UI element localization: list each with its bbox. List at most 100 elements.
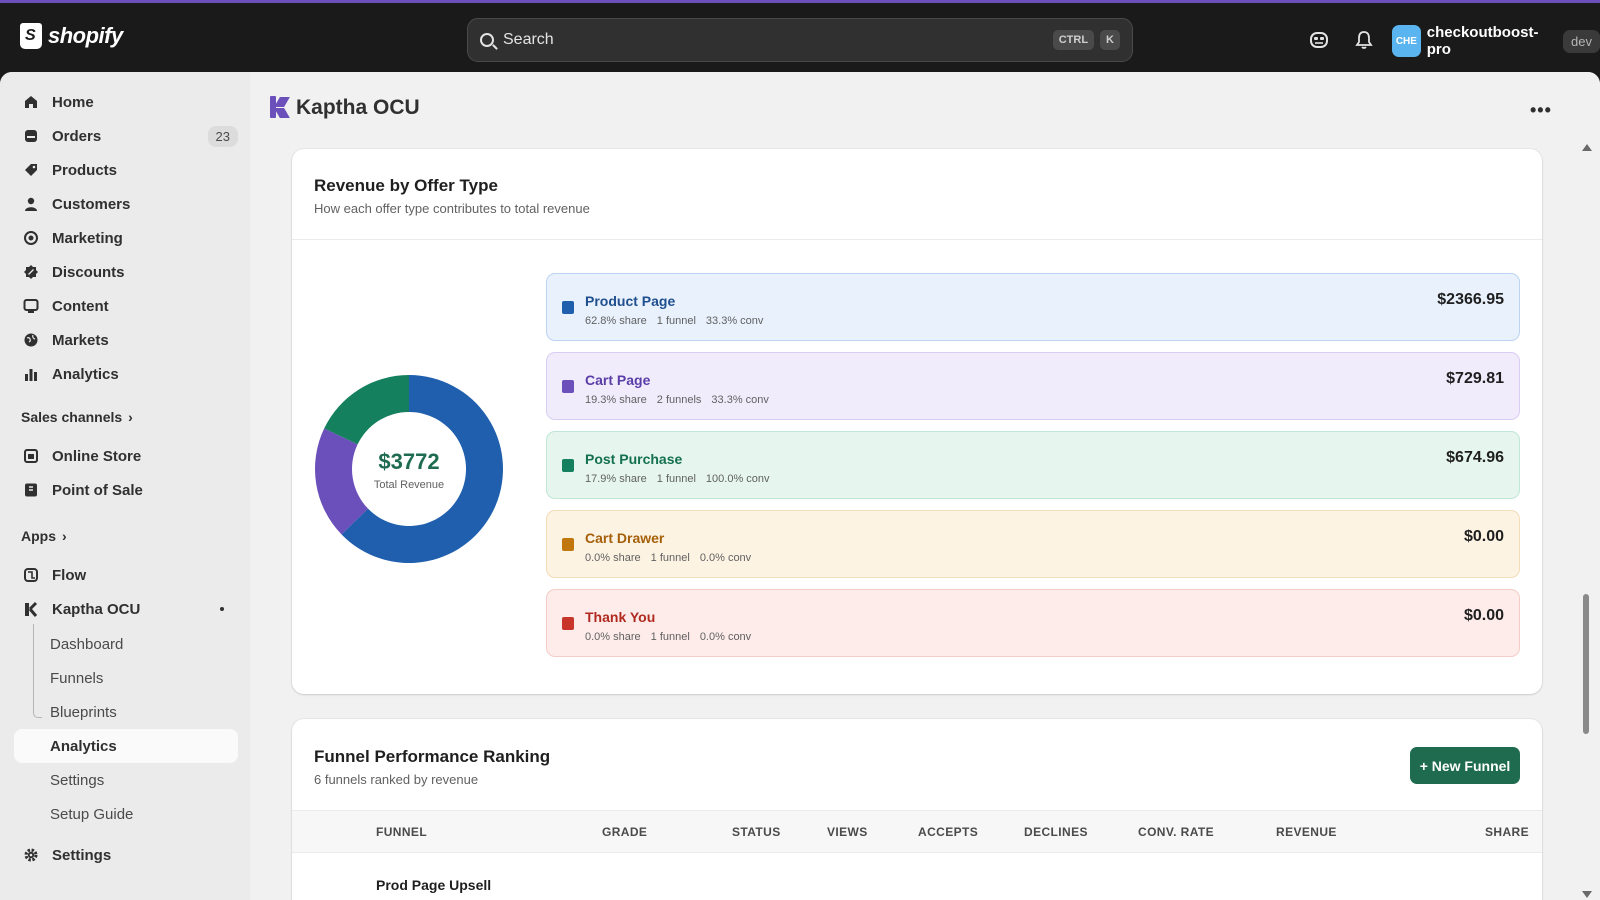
donut-slice-cart-page[interactable] [315,428,369,535]
column-header-accepts[interactable]: ACCEPTS [918,825,979,839]
tree-elbow [33,710,42,718]
discount-icon [24,265,38,279]
column-header-funnel[interactable]: FUNNEL [376,825,428,839]
main-content: Kaptha OCU ••• Revenue by Offer Type How… [250,72,1600,900]
sidebar-item-content[interactable]: Content [14,290,238,322]
column-header-grade[interactable]: GRADE [602,825,648,839]
sidebar-item-analytics[interactable]: Analytics [14,358,238,390]
orders-count-badge: 23 [207,125,238,147]
sidebar-item-flow[interactable]: Flow [14,559,238,591]
apps-heading[interactable]: Apps › [21,528,67,544]
kaptha-icon [25,601,38,617]
card-subtitle: 6 funnels ranked by revenue [314,772,479,787]
donut-center: $3772 Total Revenue [314,449,504,491]
offer-share: 17.9% share [585,473,647,485]
card-subtitle: How each offer type contributes to total… [314,201,590,216]
offer-revenue: $729.81 [1446,370,1504,387]
shopify-bag-icon [20,23,42,49]
card-title: Funnel Performance Ranking [314,747,551,766]
page-scrollbar[interactable] [1580,142,1592,900]
column-header-declines[interactable]: DECLINES [1024,825,1088,839]
subnav-setup-guide[interactable]: Setup Guide [50,805,134,823]
funnel-ranking-card: Funnel Performance Ranking 6 funnels ran… [292,719,1542,900]
sidebar-item-kaptha-ocu[interactable]: Kaptha OCU [14,593,238,625]
kaptha-logo-icon [270,96,290,118]
sidebar-item-discounts[interactable]: Discounts [14,256,238,288]
offer-row[interactable]: Cart Drawer 0.0% share 1 funnel 0.0% conv $0… [546,510,1520,578]
shopify-logo[interactable]: shopify [20,23,123,49]
sidebar-item-point-of-sale[interactable]: Point of Sale [14,474,238,506]
offer-row[interactable]: Thank You 0.0% share 1 funnel 0.0% conv $0.0… [546,589,1520,657]
offer-funnels: 1 funnel [656,473,696,485]
sidekick-icon[interactable] [1309,30,1329,50]
offer-name: Thank You [585,609,656,625]
offer-name: Post Purchase [585,451,683,467]
scroll-up-arrow-icon[interactable] [1582,144,1592,151]
table-header: FUNNEL GRADE STATUS VIEWS ACCEPTS DECLIN… [292,810,1542,853]
column-header-revenue[interactable]: REVENUE [1276,825,1337,839]
offer-color-swatch [562,380,574,393]
more-actions-icon[interactable]: ••• [1530,100,1552,120]
sidebar-item-markets[interactable]: Markets [14,324,238,356]
card-title: Revenue by Offer Type [314,176,498,195]
offer-row[interactable]: Post Purchase 17.9% share 1 funnel 100.0% c… [546,431,1520,499]
offer-color-swatch [562,459,574,472]
store-name: checkoutboost-pro [1426,24,1539,58]
search-icon [480,33,494,47]
sidebar-item-online-store[interactable]: Online Store [14,440,238,472]
column-header-share[interactable]: SHARE [1485,825,1530,839]
store-badge: dev [1563,29,1600,53]
revenue-by-offer-card: Revenue by Offer Type How each offer typ… [292,149,1542,694]
offer-conv: 33.3% conv [711,394,769,406]
offer-revenue: $0.00 [1463,607,1504,624]
revenue-donut-chart: $3772 Total Revenue [314,357,504,581]
sidebar-item-products[interactable]: Products [14,154,238,186]
store-avatar: CHE [1392,25,1421,57]
donut-slice-post-purchase[interactable] [324,375,409,445]
offer-name: Cart Page [585,372,651,388]
store-icon [24,449,38,463]
sidebar-item-marketing[interactable]: Marketing [14,222,238,254]
scroll-down-arrow-icon[interactable] [1582,891,1592,898]
column-header-views[interactable]: VIEWS [827,825,868,839]
sidebar-item-orders[interactable]: Orders 23 [14,120,238,152]
sidebar-item-settings[interactable]: Settings [14,839,238,871]
offer-share: 62.8% share [585,315,647,327]
search-input[interactable]: Search CTRL K [467,18,1133,62]
offer-conv: 100.0% conv [705,473,770,485]
sidebar-item-customers[interactable]: Customers [14,188,238,220]
subnav-blueprints[interactable]: Blueprints [50,703,117,721]
offer-revenue: $674.96 [1446,449,1504,466]
offer-meta: 62.8% share 1 funnel 33.3% conv [585,315,763,327]
shortcut-key-ctrl: CTRL [1052,30,1095,50]
admin-shell: Home Orders 23 Products Customers Market… [0,72,1600,900]
orders-icon [25,130,37,142]
subnav-funnels[interactable]: Funnels [50,669,104,687]
offer-row[interactable]: Product Page 62.8% share 1 funnel 33.3% con… [546,273,1520,341]
store-menu[interactable]: CHE checkoutboost-pro dev [1392,24,1600,58]
column-header-conv-rate[interactable]: CONV. RATE [1138,825,1215,839]
offer-color-swatch [562,301,574,314]
offer-funnels: 2 funnels [656,394,702,406]
offer-color-swatch [562,617,574,630]
table-row-funnel-name[interactable]: Prod Page Upsell [376,877,492,893]
offer-meta: 0.0% share 1 funnel 0.0% conv [585,552,751,564]
person-icon [25,197,37,211]
bell-icon[interactable] [1354,30,1374,50]
offer-funnels: 1 funnel [656,315,696,327]
column-header-status[interactable]: STATUS [732,825,781,839]
subnav-analytics[interactable]: Analytics [14,729,238,763]
offer-row[interactable]: Cart Page 19.3% share 2 funnels 33.3% conv $… [546,352,1520,420]
offer-meta: 19.3% share 2 funnels 33.3% conv [585,394,769,406]
sidebar-item-home[interactable]: Home [14,86,238,118]
new-funnel-button[interactable]: + New Funnel [1410,747,1520,784]
scroll-thumb[interactable] [1583,594,1589,734]
offer-funnels: 1 funnel [650,552,690,564]
subnav-dashboard[interactable]: Dashboard [50,635,124,653]
sales-channels-heading[interactable]: Sales channels › [21,409,133,425]
offer-meta: 0.0% share 1 funnel 0.0% conv [585,631,751,643]
globe-icon [24,333,38,347]
page-header: Kaptha OCU ••• [250,72,1590,142]
subnav-settings[interactable]: Settings [50,771,105,789]
donut-slice-product-page[interactable] [341,375,503,563]
